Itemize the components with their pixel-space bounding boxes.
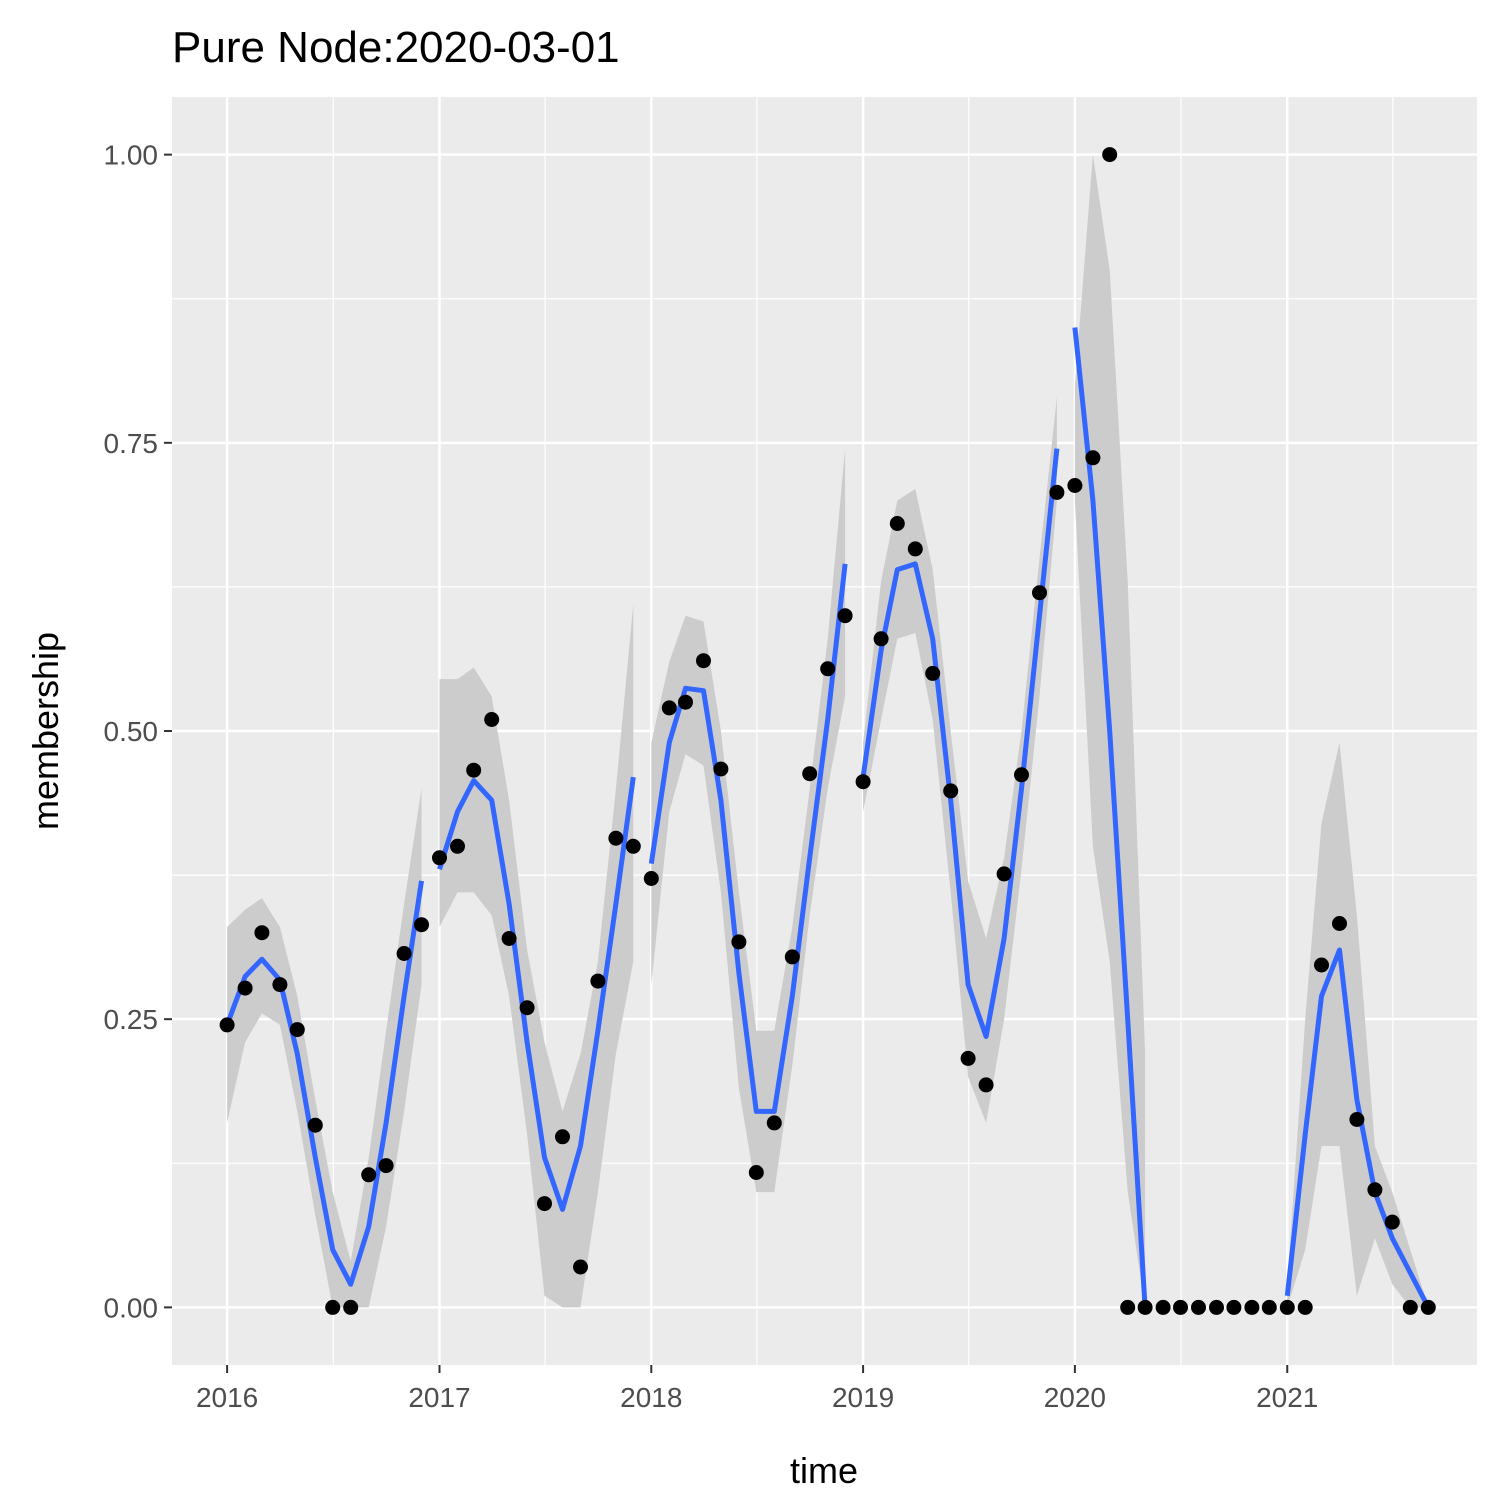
data-point bbox=[325, 1299, 341, 1315]
smooth-line bbox=[224, 880, 424, 1287]
data-point bbox=[837, 608, 853, 624]
data-point bbox=[1049, 484, 1065, 500]
data-point bbox=[748, 1165, 764, 1180]
data-point bbox=[608, 830, 624, 846]
data-point bbox=[414, 917, 429, 933]
data-point bbox=[537, 1196, 552, 1212]
x-tick-label: 2020 bbox=[1044, 1382, 1106, 1413]
data-point bbox=[484, 712, 500, 727]
data-point bbox=[855, 774, 871, 790]
y-tick-label: 0.25 bbox=[104, 1004, 159, 1035]
data-point bbox=[466, 762, 482, 778]
data-point bbox=[766, 1115, 782, 1131]
x-tick-label: 2019 bbox=[832, 1382, 894, 1413]
smooth-line bbox=[860, 448, 1060, 1039]
data-point bbox=[820, 661, 836, 677]
data-point bbox=[996, 866, 1012, 882]
data-point bbox=[889, 516, 905, 531]
data-point bbox=[501, 931, 517, 946]
data-point bbox=[219, 1017, 235, 1033]
data-point bbox=[1014, 767, 1029, 783]
data-point bbox=[1332, 916, 1347, 931]
data-point bbox=[696, 653, 711, 669]
data-point bbox=[1261, 1299, 1277, 1315]
data-point bbox=[1279, 1299, 1295, 1315]
y-tick-label: 0.00 bbox=[104, 1292, 159, 1323]
data-point bbox=[1314, 957, 1329, 973]
data-point bbox=[396, 946, 412, 961]
data-point bbox=[661, 700, 677, 716]
data-point bbox=[978, 1077, 994, 1093]
data-point bbox=[925, 665, 941, 681]
x-axis-title: time bbox=[790, 1450, 858, 1491]
data-point bbox=[943, 783, 959, 799]
y-tick-label: 1.00 bbox=[104, 140, 159, 171]
data-point bbox=[1367, 1182, 1383, 1198]
x-tick-label: 2018 bbox=[620, 1382, 682, 1413]
data-point bbox=[1155, 1299, 1171, 1315]
data-point bbox=[272, 977, 288, 993]
data-point bbox=[450, 838, 465, 854]
data-point bbox=[1102, 147, 1118, 163]
data-point bbox=[1137, 1299, 1153, 1315]
data-point bbox=[590, 973, 606, 989]
y-tick-label: 0.50 bbox=[104, 716, 159, 747]
data-point bbox=[573, 1259, 588, 1275]
data-point bbox=[1349, 1112, 1365, 1127]
data-point bbox=[960, 1050, 976, 1066]
grid-lines bbox=[172, 97, 1477, 1365]
data-point bbox=[873, 631, 889, 647]
data-point bbox=[378, 1158, 394, 1174]
data-point bbox=[643, 871, 659, 886]
confidence-ribbon bbox=[651, 448, 846, 1193]
data-point bbox=[555, 1129, 570, 1145]
data-point bbox=[307, 1117, 323, 1133]
data-point bbox=[1209, 1299, 1224, 1315]
data-point bbox=[1420, 1299, 1436, 1315]
data-point bbox=[1244, 1299, 1260, 1315]
data-point bbox=[907, 541, 923, 557]
data-point bbox=[802, 766, 818, 782]
data-point bbox=[361, 1167, 377, 1183]
data-point bbox=[1067, 478, 1083, 493]
axes: 0.00 0.25 0.50 0.75 1.00 2016 2017 2018 2019 2020… bbox=[104, 140, 1319, 1413]
confidence-ribbon bbox=[863, 396, 1057, 1123]
smooth-line bbox=[1072, 327, 1148, 1308]
y-axis-title: membership bbox=[25, 632, 66, 830]
data-points bbox=[219, 147, 1436, 1315]
data-point bbox=[784, 949, 800, 965]
data-point bbox=[1191, 1299, 1206, 1315]
data-point bbox=[254, 925, 270, 941]
data-point bbox=[713, 761, 729, 777]
smooth-line bbox=[1284, 947, 1431, 1309]
x-tick-label: 2016 bbox=[196, 1382, 258, 1413]
data-point bbox=[343, 1299, 359, 1315]
data-point bbox=[519, 1000, 535, 1016]
data-point bbox=[625, 838, 641, 854]
data-point bbox=[1120, 1299, 1136, 1315]
data-point bbox=[432, 850, 447, 866]
data-point bbox=[1297, 1299, 1313, 1315]
data-point bbox=[1173, 1299, 1188, 1315]
confidence-ribbon bbox=[1287, 742, 1429, 1308]
y-tick-label: 0.75 bbox=[104, 428, 159, 459]
data-point bbox=[289, 1022, 305, 1038]
data-point bbox=[1402, 1299, 1418, 1315]
data-point bbox=[678, 694, 693, 710]
x-tick-label: 2021 bbox=[1256, 1382, 1318, 1413]
data-point bbox=[1384, 1214, 1400, 1230]
x-tick-label: 2017 bbox=[408, 1382, 470, 1413]
data-point bbox=[1085, 450, 1101, 466]
data-point bbox=[731, 934, 747, 950]
smooth-line bbox=[437, 776, 636, 1212]
data-point bbox=[1032, 585, 1047, 601]
chart-title: Pure Node:2020-03-01 bbox=[172, 23, 620, 72]
data-point bbox=[1226, 1299, 1242, 1315]
data-point bbox=[237, 980, 253, 996]
